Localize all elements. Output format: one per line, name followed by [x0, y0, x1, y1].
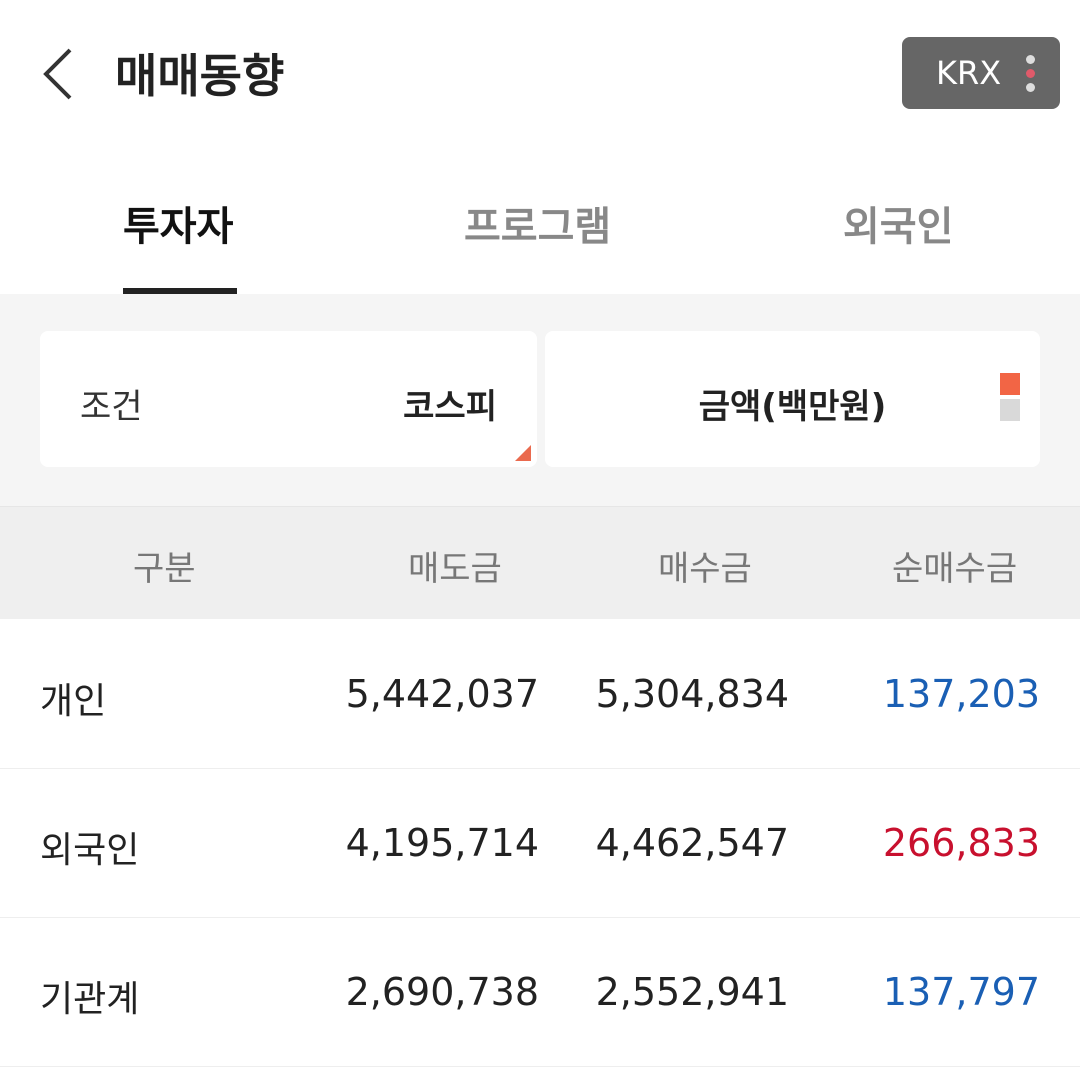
tab-investor[interactable]: 투자자: [123, 204, 234, 250]
header: 매매동향 KRX: [0, 0, 1080, 150]
row-name: 개인: [40, 681, 107, 722]
row-name: 외국인: [40, 830, 140, 871]
condition-selector[interactable]: 조건 코스피: [40, 331, 537, 467]
tab-bar: 투자자 프로그램 외국인: [0, 150, 1080, 294]
sell-amount: 4,195,714: [345, 821, 539, 865]
header-net-buy: 순매수금: [892, 549, 1018, 589]
row-name: 기관계: [40, 979, 140, 1020]
tab-foreigner[interactable]: 외국인: [843, 204, 954, 250]
amount-label: 금액(백만원): [698, 387, 887, 427]
net-buy-amount: 266,833: [882, 821, 1040, 865]
tab-program[interactable]: 프로그램: [464, 204, 612, 250]
back-button[interactable]: [38, 44, 78, 104]
table-header: 구분 매도금 매수금 순매수금: [0, 506, 1080, 619]
sell-amount: 5,442,037: [345, 672, 539, 716]
exchange-label: KRX: [936, 54, 1002, 92]
amount-toggle[interactable]: 금액(백만원): [545, 331, 1040, 467]
active-tab-indicator: [123, 288, 237, 294]
toggle-indicator-icon: [1000, 373, 1020, 425]
buy-amount: 4,462,547: [595, 821, 789, 865]
chevron-left-icon: [43, 48, 72, 100]
sell-amount: 2,690,738: [345, 970, 539, 1014]
buy-amount: 2,552,941: [595, 970, 789, 1014]
net-buy-amount: 137,203: [882, 672, 1040, 716]
table-row[interactable]: 외국인 4,195,714 4,462,547 266,833: [0, 769, 1080, 918]
header-sell: 매도금: [408, 549, 502, 589]
header-category: 구분: [133, 549, 196, 589]
exchange-menu-button[interactable]: KRX: [902, 37, 1060, 109]
condition-value: 코스피: [403, 387, 497, 427]
dropdown-corner-icon: [515, 445, 531, 461]
table-row[interactable]: 개인 5,442,037 5,304,834 137,203: [0, 620, 1080, 769]
buy-amount: 5,304,834: [595, 672, 789, 716]
page-title: 매매동향: [115, 49, 285, 103]
kebab-menu-icon: [1026, 55, 1036, 97]
condition-label: 조건: [80, 387, 143, 427]
filter-bar: 조건 코스피 금액(백만원): [0, 294, 1080, 506]
net-buy-amount: 137,797: [882, 970, 1040, 1014]
table-row[interactable]: 기관계 2,690,738 2,552,941 137,797: [0, 918, 1080, 1067]
header-buy: 매수금: [658, 549, 752, 589]
